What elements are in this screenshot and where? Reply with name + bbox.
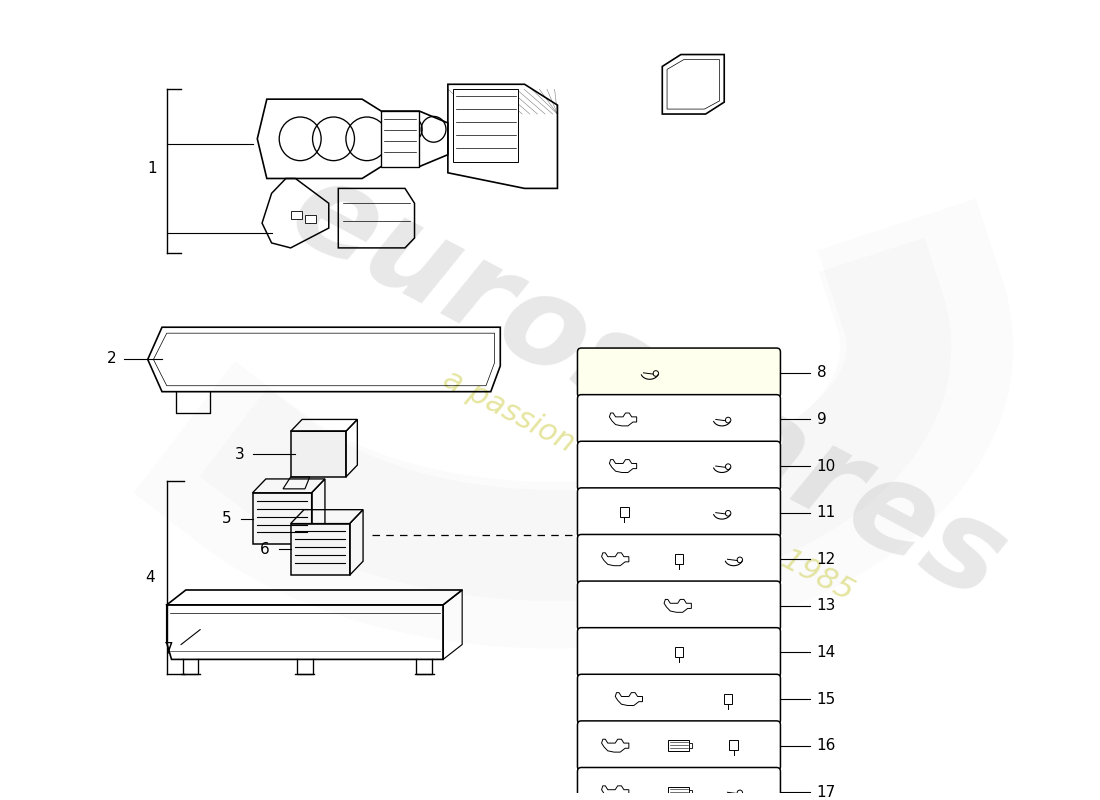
Text: 17: 17 [816,785,836,800]
FancyBboxPatch shape [578,488,780,538]
Text: eurospares: eurospares [271,148,1025,626]
Text: 8: 8 [816,366,826,380]
FancyBboxPatch shape [578,721,780,770]
Bar [669,787,690,798]
Text: 12: 12 [816,552,836,566]
Bar [452,90,518,162]
Bar [620,507,628,517]
FancyBboxPatch shape [578,581,780,630]
Bar [724,694,733,703]
Text: 3: 3 [235,446,245,462]
Text: 13: 13 [816,598,836,614]
Text: 7: 7 [164,642,174,657]
Text: 6: 6 [260,542,270,557]
Text: 15: 15 [816,691,836,706]
Bar [690,790,692,794]
FancyBboxPatch shape [578,534,780,584]
Bar [674,647,683,657]
Bar [290,523,350,575]
Bar [253,493,311,544]
Bar [290,431,345,477]
FancyBboxPatch shape [578,394,780,444]
Text: 16: 16 [816,738,836,753]
FancyBboxPatch shape [578,442,780,491]
Bar [305,215,317,223]
Text: 4: 4 [145,570,155,585]
Text: 1: 1 [147,161,157,176]
Bar [382,111,419,166]
Text: 2: 2 [107,351,117,366]
Text: 5: 5 [222,511,232,526]
Text: 10: 10 [816,458,836,474]
Text: 9: 9 [816,412,826,427]
FancyBboxPatch shape [578,767,780,800]
FancyBboxPatch shape [578,628,780,678]
Text: a passion for parts since 1985: a passion for parts since 1985 [438,365,858,607]
Bar [690,743,692,748]
FancyBboxPatch shape [578,674,780,724]
Bar [290,211,303,219]
Text: 14: 14 [816,645,836,660]
Bar [674,554,683,564]
Text: 11: 11 [816,505,836,520]
Bar [729,740,738,750]
Bar [669,740,690,751]
FancyBboxPatch shape [578,348,780,398]
